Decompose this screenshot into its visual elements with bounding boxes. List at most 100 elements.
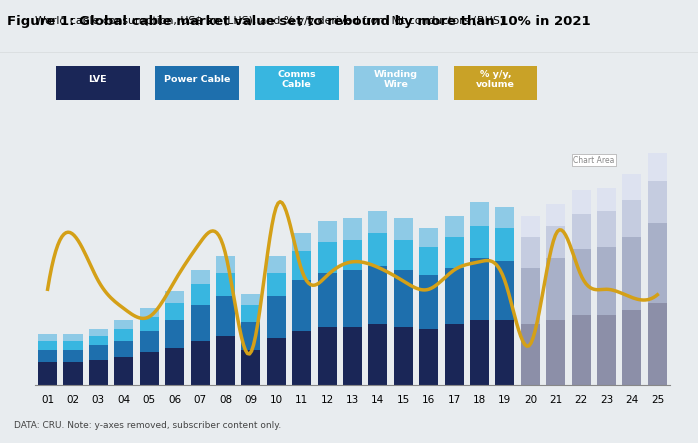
Bar (597, 315, 616, 385)
Bar (114, 329, 133, 341)
Bar (572, 315, 591, 385)
Bar (318, 272, 336, 326)
Bar (191, 341, 209, 385)
Bar (114, 319, 133, 329)
Bar (165, 291, 184, 303)
FancyBboxPatch shape (255, 66, 339, 100)
Bar (445, 216, 463, 237)
Bar (242, 294, 260, 306)
Bar (216, 336, 235, 385)
Bar (165, 348, 184, 385)
Bar (521, 216, 540, 237)
Bar (140, 308, 158, 317)
Bar (369, 211, 387, 233)
Bar (572, 249, 591, 315)
Bar (89, 346, 108, 360)
Bar (191, 306, 209, 341)
Bar (470, 202, 489, 225)
Bar (242, 322, 260, 350)
Text: % y/y,
volume: % y/y, volume (476, 70, 515, 89)
Bar (445, 324, 463, 385)
Bar (394, 240, 413, 270)
Bar (267, 272, 285, 296)
Bar (470, 258, 489, 319)
Bar (38, 334, 57, 341)
Bar (318, 326, 336, 385)
Bar (64, 341, 82, 350)
Text: Chart Area: Chart Area (573, 155, 614, 165)
Bar (64, 362, 82, 385)
Bar (648, 153, 667, 181)
Bar (38, 362, 57, 385)
Bar (165, 319, 184, 348)
Bar (394, 218, 413, 240)
Bar (343, 240, 362, 270)
Bar (242, 306, 260, 322)
Bar (419, 329, 438, 385)
Bar (648, 181, 667, 223)
Bar (216, 272, 235, 296)
Text: Comms
Cable: Comms Cable (277, 70, 316, 89)
FancyBboxPatch shape (155, 66, 239, 100)
Bar (470, 225, 489, 258)
Bar (242, 350, 260, 385)
Bar (369, 265, 387, 324)
Bar (343, 270, 362, 326)
Bar (140, 353, 158, 385)
Bar (216, 296, 235, 336)
Bar (496, 207, 514, 228)
Bar (89, 329, 108, 336)
Bar (648, 223, 667, 303)
Bar (292, 251, 311, 280)
Bar (318, 221, 336, 242)
Bar (547, 258, 565, 319)
Bar (496, 261, 514, 319)
Bar (572, 190, 591, 214)
Bar (89, 360, 108, 385)
Bar (623, 200, 641, 237)
Text: DATA: CRU. Note: y-axes removed, subscriber content only.: DATA: CRU. Note: y-axes removed, subscri… (14, 421, 281, 430)
Bar (38, 341, 57, 350)
Bar (445, 237, 463, 268)
Bar (64, 334, 82, 341)
Bar (318, 242, 336, 272)
Text: Winding
Wire: Winding Wire (374, 70, 418, 89)
Bar (165, 303, 184, 319)
Bar (623, 237, 641, 310)
Bar (292, 280, 311, 331)
Bar (369, 324, 387, 385)
Bar (597, 188, 616, 211)
Bar (114, 341, 133, 357)
Bar (267, 256, 285, 272)
Bar (521, 268, 540, 324)
FancyBboxPatch shape (56, 66, 140, 100)
Bar (496, 228, 514, 261)
Bar (445, 268, 463, 324)
Bar (547, 319, 565, 385)
Bar (419, 247, 438, 275)
Bar (191, 284, 209, 306)
Bar (267, 296, 285, 338)
Bar (369, 233, 387, 265)
Bar (216, 256, 235, 272)
Bar (343, 218, 362, 240)
Bar (419, 228, 438, 247)
Bar (547, 204, 565, 225)
Bar (191, 270, 209, 284)
Text: Figure 1: Global cable market value set to rebound by more than 10% in 2021: Figure 1: Global cable market value set … (7, 15, 591, 28)
Text: LVE: LVE (89, 75, 107, 84)
Bar (343, 326, 362, 385)
Bar (597, 211, 616, 247)
Bar (547, 225, 565, 258)
Bar (419, 275, 438, 329)
Bar (648, 303, 667, 385)
Bar (394, 270, 413, 326)
Bar (89, 336, 108, 346)
Bar (470, 319, 489, 385)
Text: World cable consumption, US$ bn (LHS), and % y/y derived from Mt conductors (RHS: World cable consumption, US$ bn (LHS), a… (35, 16, 504, 26)
Bar (140, 331, 158, 353)
Bar (623, 310, 641, 385)
Bar (597, 247, 616, 315)
Bar (64, 350, 82, 362)
Bar (267, 338, 285, 385)
